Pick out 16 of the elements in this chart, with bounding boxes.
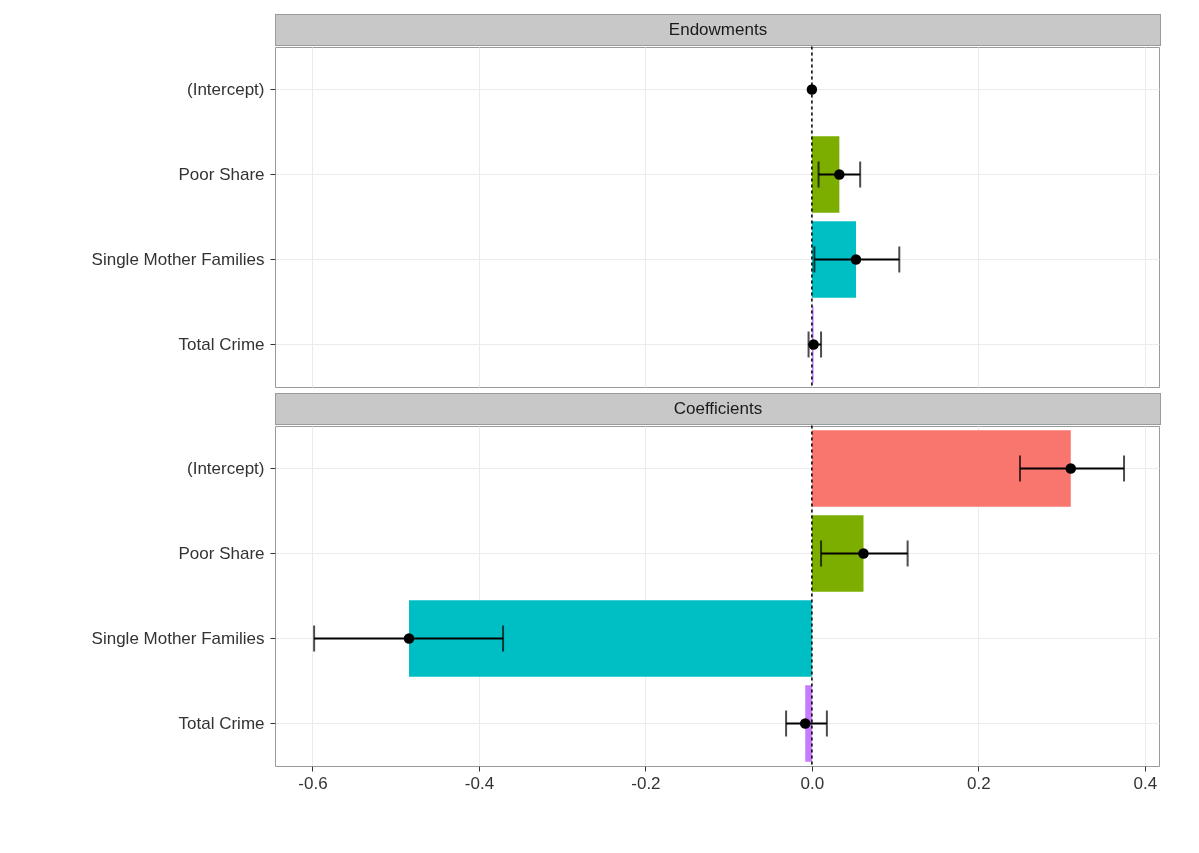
x-tick-label: -0.6	[298, 773, 328, 793]
x-tick-label: -0.2	[631, 773, 661, 793]
y-tick-label: Single Mother Families	[91, 628, 265, 648]
y-tick-label: (Intercept)	[187, 79, 265, 99]
y-tick-label: Single Mother Families	[91, 249, 265, 269]
x-tick-label: 0.0	[800, 773, 825, 793]
y-tick-label: (Intercept)	[187, 458, 265, 478]
y-tick-label: Total Crime	[178, 713, 265, 733]
chart-title: Endowments	[275, 14, 1161, 46]
y-tick-label: Total Crime	[178, 334, 265, 354]
x-tick-label: -0.4	[464, 773, 495, 793]
x-tick-label: 0.2	[967, 773, 991, 793]
y-tick-label: Poor Share	[178, 164, 265, 184]
x-tick-label: 0.4	[1133, 773, 1158, 793]
chart-title: Coefficients	[275, 393, 1161, 425]
y-tick-label: Poor Share	[178, 543, 265, 563]
